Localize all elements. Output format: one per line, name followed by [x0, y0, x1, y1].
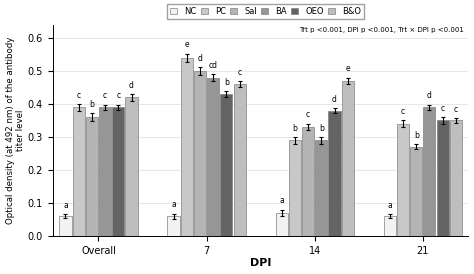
Bar	[73, 107, 85, 236]
Bar	[112, 107, 124, 236]
X-axis label: DPI: DPI	[250, 258, 271, 269]
Text: cd: cd	[209, 61, 218, 70]
Text: c: c	[116, 91, 120, 100]
Bar	[397, 124, 409, 236]
Bar	[59, 216, 72, 236]
Text: b: b	[319, 124, 324, 133]
Text: c: c	[237, 68, 242, 76]
Text: b: b	[224, 78, 229, 87]
Bar	[437, 121, 449, 236]
Text: d: d	[198, 54, 202, 63]
Bar	[289, 140, 301, 236]
Bar	[194, 71, 206, 236]
Text: c: c	[440, 104, 445, 113]
Text: Trt p <0.001, DPI p <0.001, Trt × DPI p <0.001: Trt p <0.001, DPI p <0.001, Trt × DPI p …	[300, 27, 465, 33]
Text: a: a	[171, 200, 176, 209]
Legend: NC, PC, Sal, BA, OEO, B&O: NC, PC, Sal, BA, OEO, B&O	[167, 4, 364, 19]
Bar	[342, 81, 354, 236]
Text: c: c	[454, 104, 458, 113]
Bar	[99, 107, 111, 236]
Bar	[450, 121, 462, 236]
Text: a: a	[63, 201, 68, 210]
Bar	[315, 140, 328, 236]
Text: b: b	[414, 131, 419, 140]
Bar	[302, 127, 314, 236]
Text: b: b	[292, 124, 297, 133]
Text: e: e	[184, 41, 189, 50]
Bar	[328, 110, 341, 236]
Bar	[275, 213, 288, 236]
Text: a: a	[279, 196, 284, 205]
Bar	[207, 78, 219, 236]
Text: c: c	[77, 91, 81, 100]
Text: e: e	[346, 64, 350, 73]
Bar	[126, 97, 137, 236]
Text: c: c	[306, 110, 310, 119]
Y-axis label: Optical density (at 492 nm) of the antibody
titer level: Optical density (at 492 nm) of the antib…	[6, 37, 25, 224]
Bar	[181, 58, 193, 236]
Bar	[167, 216, 180, 236]
Bar	[220, 94, 232, 236]
Text: d: d	[129, 81, 134, 90]
Bar	[423, 107, 436, 236]
Bar	[383, 216, 396, 236]
Bar	[234, 84, 246, 236]
Text: d: d	[332, 95, 337, 104]
Text: c: c	[401, 107, 405, 116]
Text: a: a	[387, 201, 392, 210]
Text: b: b	[90, 100, 94, 109]
Text: c: c	[103, 91, 107, 100]
Text: d: d	[427, 91, 432, 100]
Bar	[86, 117, 98, 236]
Bar	[410, 147, 422, 236]
